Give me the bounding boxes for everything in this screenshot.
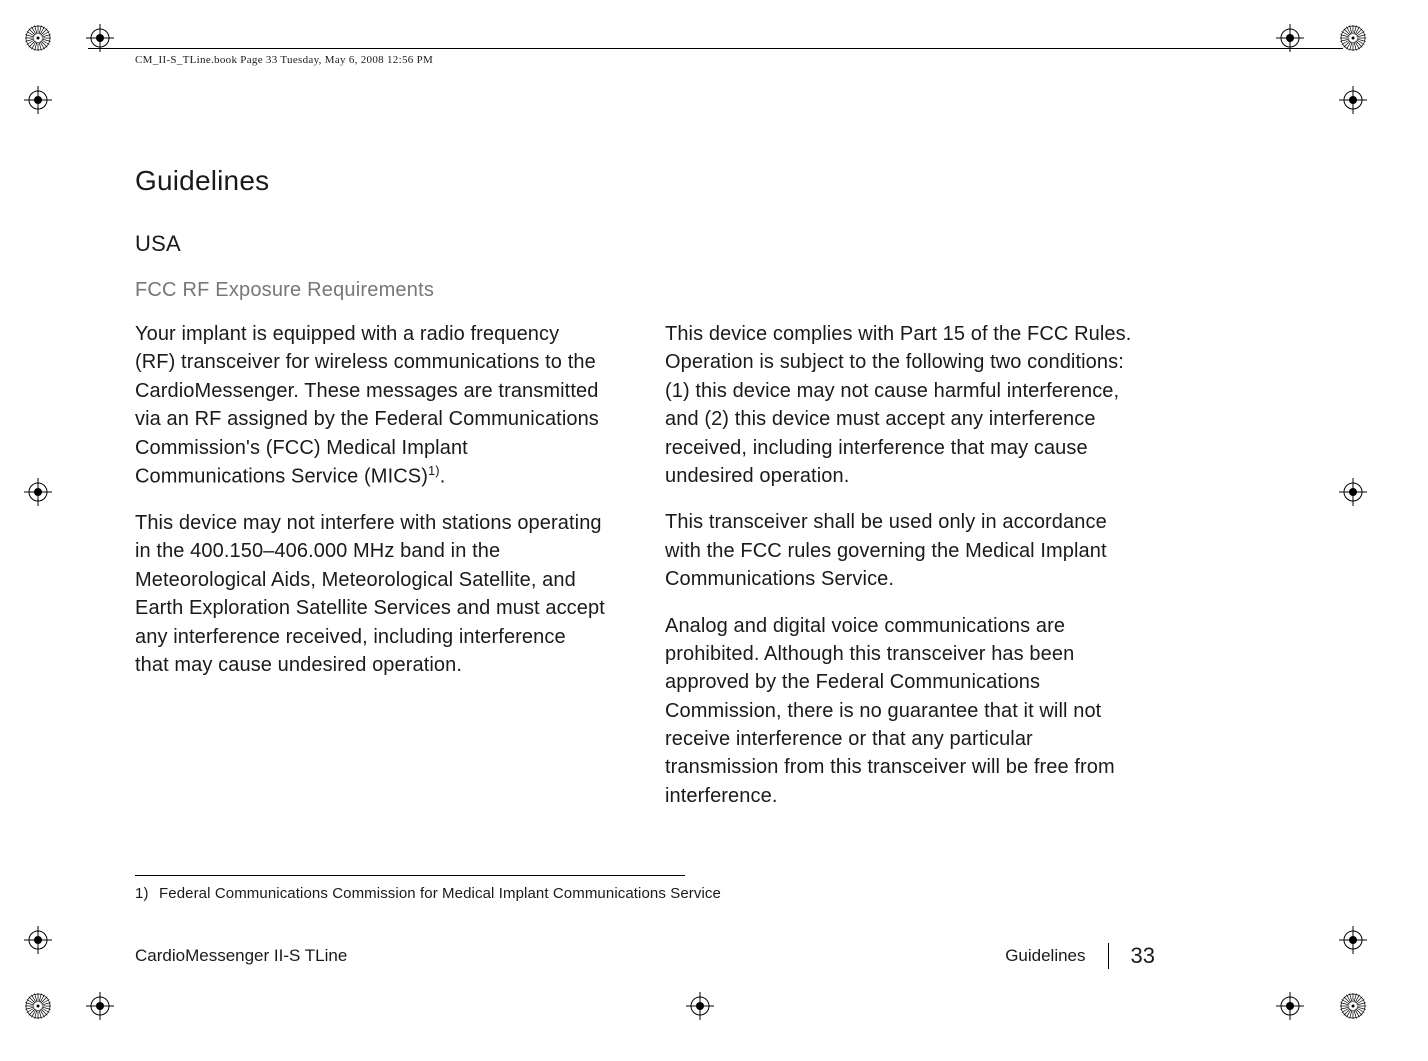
paragraph-text: . [440, 466, 446, 488]
right-column: This device complies with Part 15 of the… [665, 320, 1135, 828]
footer-right-group: Guidelines 33 [1005, 943, 1155, 969]
regmark-cross-icon [1276, 992, 1304, 1020]
body-paragraph: Your implant is equipped with a radio fr… [135, 320, 605, 491]
body-paragraph: This transceiver shall be used only in a… [665, 508, 1135, 593]
footnote-ref: 1) [428, 463, 440, 478]
regmark-burst-icon [1339, 24, 1367, 52]
body-paragraph: This device complies with Part 15 of the… [665, 320, 1135, 490]
footer-page-number: 33 [1131, 943, 1155, 969]
regmark-cross-icon [1339, 478, 1367, 506]
footnote: 1)Federal Communications Commission for … [135, 885, 721, 902]
regmark-burst-icon [1339, 992, 1367, 1020]
footer-section-label: Guidelines [1005, 946, 1085, 966]
content-area: Guidelines USA FCC RF Exposure Requireme… [135, 165, 1155, 828]
footnote-text: Federal Communications Commission for Me… [159, 885, 721, 902]
regmark-cross-icon [24, 926, 52, 954]
footnote-number: 1) [135, 885, 159, 902]
regmark-cross-icon [24, 478, 52, 506]
footnote-rule [135, 875, 685, 876]
left-column: Your implant is equipped with a radio fr… [135, 320, 605, 828]
footer-separator [1108, 943, 1109, 969]
section-heading: USA [135, 231, 1155, 257]
page: CM_II-S_TLine.book Page 33 Tuesday, May … [0, 0, 1428, 1061]
body-paragraph: This device may not interfere with stati… [135, 509, 605, 679]
header-path: CM_II-S_TLine.book Page 33 Tuesday, May … [135, 54, 433, 66]
regmark-cross-icon [1339, 86, 1367, 114]
two-column-body: Your implant is equipped with a radio fr… [135, 320, 1155, 828]
body-paragraph: Analog and digital voice communications … [665, 612, 1135, 811]
footer-product-name: CardioMessenger II-S TLine [135, 946, 347, 966]
regmark-cross-icon [686, 992, 714, 1020]
subsection-heading: FCC RF Exposure Requirements [135, 279, 1155, 302]
regmark-cross-icon [1339, 926, 1367, 954]
page-footer: CardioMessenger II-S TLine Guidelines 33 [135, 943, 1155, 969]
regmark-cross-icon [24, 86, 52, 114]
paragraph-text: Your implant is equipped with a radio fr… [135, 323, 599, 488]
page-title: Guidelines [135, 165, 1155, 197]
regmark-burst-icon [24, 992, 52, 1020]
regmark-burst-icon [24, 24, 52, 52]
regmark-cross-icon [86, 992, 114, 1020]
header-rule [88, 48, 1343, 49]
